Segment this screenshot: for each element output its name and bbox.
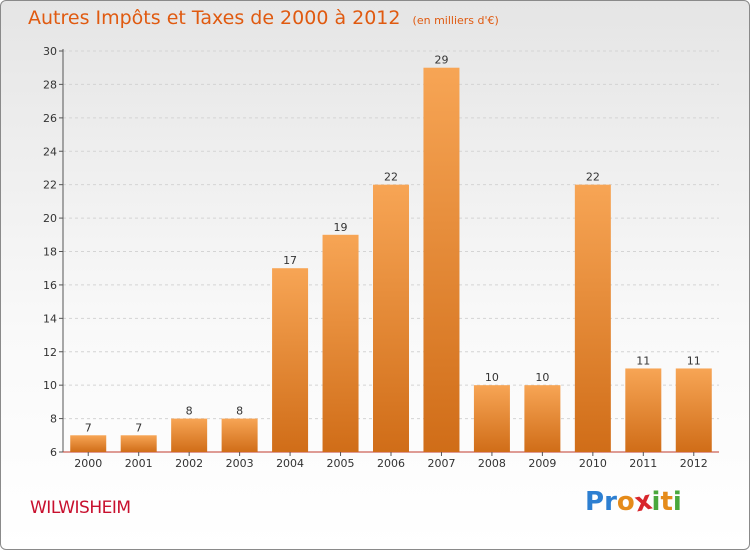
y-tick-label: 30 [43, 45, 57, 58]
y-tick-label: 26 [43, 112, 57, 125]
x-tick-label: 2009 [528, 457, 556, 470]
proxiti-logo: Proxiti [585, 486, 682, 519]
logo-letter: o [616, 487, 635, 517]
y-tick-label: 6 [50, 446, 57, 459]
bar-2010 [574, 184, 611, 452]
x-tick-label: 2001 [125, 457, 153, 470]
x-tick-label: 2004 [276, 457, 304, 470]
x-tick-label: 2000 [74, 457, 102, 470]
logo-letter: r [604, 487, 617, 517]
bar-2006 [373, 184, 409, 452]
bars [70, 67, 712, 452]
value-label: 10 [535, 371, 549, 384]
bar-2000 [70, 435, 107, 452]
logo-letter: i [651, 487, 661, 517]
bar-2007 [423, 67, 460, 452]
value-label: 29 [434, 54, 448, 67]
logo-letter: P [585, 487, 605, 517]
x-tick-label: 2010 [579, 457, 607, 470]
y-tick-label: 20 [43, 212, 57, 225]
bar-2011 [625, 368, 662, 452]
bar-2008 [473, 385, 510, 452]
bar-2003 [221, 418, 258, 452]
chart-subtitle: (en milliers d'€) [412, 14, 499, 27]
y-tick-label: 12 [43, 346, 57, 359]
x-tick-label: 2011 [629, 457, 657, 470]
y-tick-label: 14 [43, 312, 57, 325]
bar-2012 [675, 368, 712, 452]
value-label: 11 [687, 354, 701, 367]
bar-2004 [272, 268, 309, 452]
value-label: 19 [334, 221, 348, 234]
bar-2005 [322, 234, 359, 452]
value-label: 8 [236, 405, 243, 418]
value-label: 17 [283, 254, 297, 267]
x-tick-label: 2003 [226, 457, 254, 470]
y-tick-label: 28 [43, 78, 57, 91]
x-tick-label: 2008 [478, 457, 506, 470]
bar-2002 [171, 418, 208, 452]
y-tick-label: 24 [43, 145, 57, 158]
bar-2001 [120, 435, 157, 452]
chart-title: Autres Impôts et Taxes de 2000 à 2012 [28, 7, 401, 29]
logo-letter: i [672, 487, 682, 517]
bar-2009 [524, 385, 561, 452]
y-tick-label: 10 [43, 379, 57, 392]
y-tick-label: 16 [43, 279, 57, 292]
y-tick-label: 22 [43, 179, 57, 192]
x-tick-label: 2006 [377, 457, 405, 470]
chart-title-block: Autres Impôts et Taxes de 2000 à 2012 (e… [28, 7, 499, 29]
value-label: 7 [85, 421, 92, 434]
value-label: 22 [586, 171, 600, 184]
value-label: 8 [186, 405, 193, 418]
x-tick-label: 2012 [680, 457, 708, 470]
value-label: 10 [485, 371, 499, 384]
value-label: 7 [135, 421, 142, 434]
x-tick-label: 2007 [427, 457, 455, 470]
commune-name: WILWISHEIM [30, 498, 131, 518]
y-tick-label: 18 [43, 246, 57, 259]
value-labels: 7 7 8 8 17 19 22 29 10 10 22 11 11 [85, 54, 701, 435]
value-label: 22 [384, 171, 398, 184]
value-label: 11 [636, 354, 650, 367]
y-tick-label: 8 [50, 413, 57, 426]
x-tick-label: 2002 [175, 457, 203, 470]
x-tick-label: 2005 [327, 457, 355, 470]
logo-letter: t [660, 487, 673, 517]
